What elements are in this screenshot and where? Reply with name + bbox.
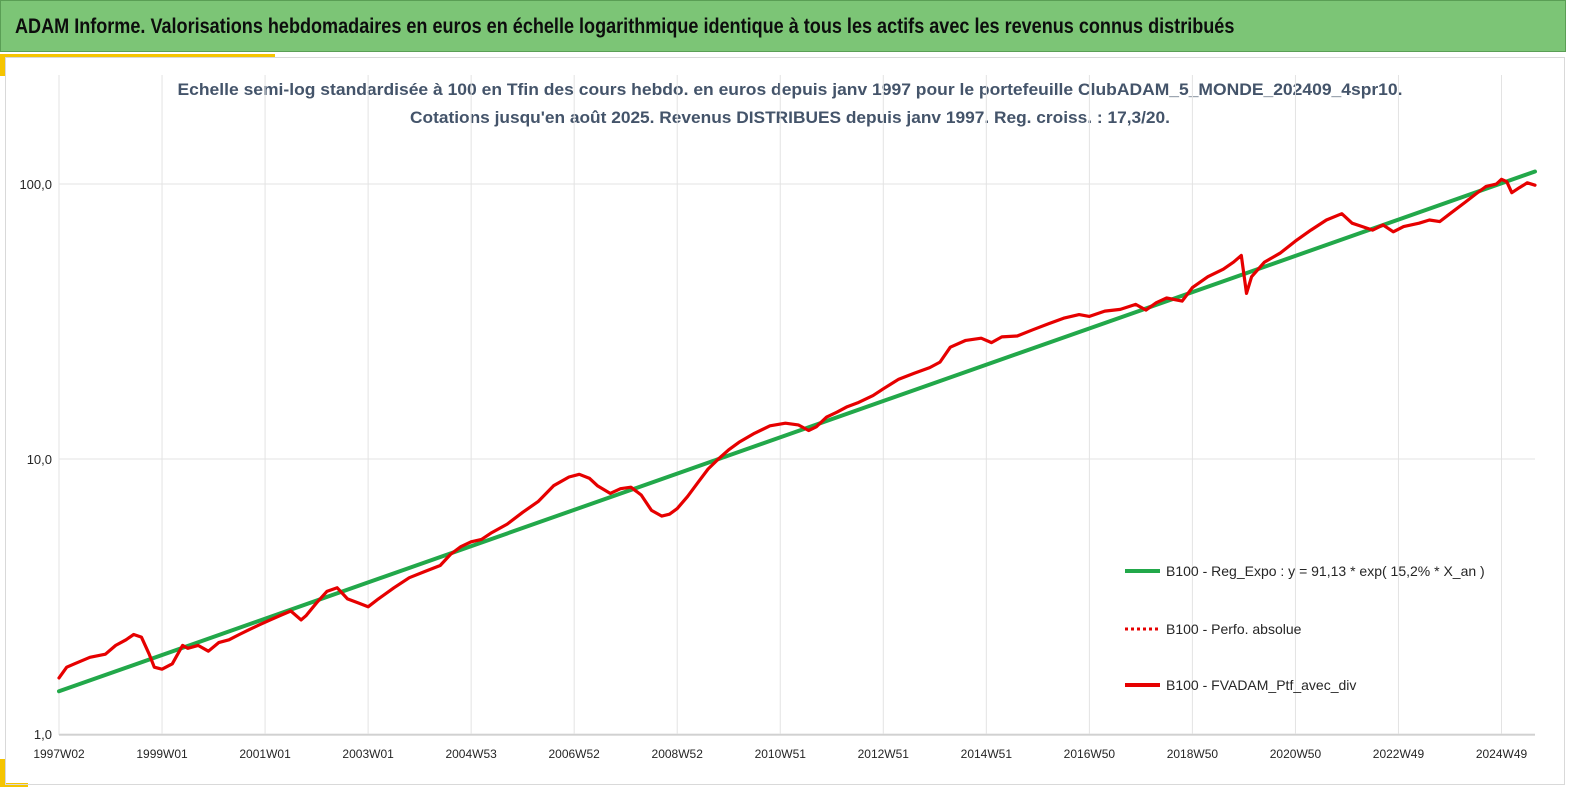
- header-banner: ADAM Informe. Valorisations hebdomadaire…: [0, 0, 1566, 52]
- x-tick-label-11: 2018W50: [1167, 747, 1219, 761]
- chart-title: Echelle semi-log standardisée à 100 en T…: [178, 80, 1403, 127]
- y-tick-label-0: 1,0: [34, 727, 52, 742]
- x-tick-label-2: 2001W01: [239, 747, 291, 761]
- y-tick-label-2: 100,0: [19, 177, 52, 192]
- x-tick-label-14: 2024W49: [1476, 747, 1528, 761]
- corner-accent-top-left: [0, 54, 275, 58]
- chart-title-line-1: Echelle semi-log standardisée à 100 en T…: [178, 80, 1403, 99]
- x-tick-label-1: 1999W01: [136, 747, 188, 761]
- chart-series: [57, 169, 1537, 694]
- banner-title: ADAM Informe. Valorisations hebdomadaire…: [15, 15, 1235, 38]
- chart-title-line-2: Cotations jusqu'en août 2025. Revenus DI…: [410, 108, 1170, 127]
- x-tick-label-13: 2022W49: [1373, 747, 1425, 761]
- series-line-2: [57, 177, 1537, 680]
- x-axis-ticks: 1997W02 1999W01 2001W01 2003W01 2004W53 2006W…: [33, 747, 1527, 761]
- chart-grid: [58, 75, 1535, 736]
- x-tick-label-5: 2006W52: [548, 747, 600, 761]
- legend-label-2: B100 - FVADAM_Ptf_avec_div: [1166, 677, 1356, 693]
- chart-legend: B100 - Reg_Expo : y = 91,13 * exp( 15,2%…: [1125, 563, 1485, 693]
- y-axis-ticks: 1,0 10,0 100,0: [19, 177, 52, 742]
- x-tick-label-9: 2014W51: [961, 747, 1013, 761]
- y-tick-label-1: 10,0: [27, 452, 52, 467]
- chart-frame: [5, 57, 1565, 785]
- corner-accent-bottom-left: [0, 759, 5, 783]
- x-tick-label-6: 2008W52: [652, 747, 704, 761]
- x-tick-label-3: 2003W01: [342, 747, 394, 761]
- corner-accent-left: [0, 54, 5, 76]
- x-tick-label-12: 2020W50: [1270, 747, 1322, 761]
- x-tick-label-0: 1997W02: [33, 747, 85, 761]
- legend-label-1: B100 - Perfo. absolue: [1166, 621, 1302, 637]
- x-tick-label-10: 2016W50: [1064, 747, 1116, 761]
- x-tick-label-4: 2004W53: [445, 747, 497, 761]
- x-tick-label-8: 2012W51: [858, 747, 910, 761]
- corner-accent-bottom: [0, 783, 28, 787]
- x-tick-label-7: 2010W51: [755, 747, 807, 761]
- legend-label-0: B100 - Reg_Expo : y = 91,13 * exp( 15,2%…: [1166, 563, 1485, 579]
- series-line-0: [57, 169, 1537, 694]
